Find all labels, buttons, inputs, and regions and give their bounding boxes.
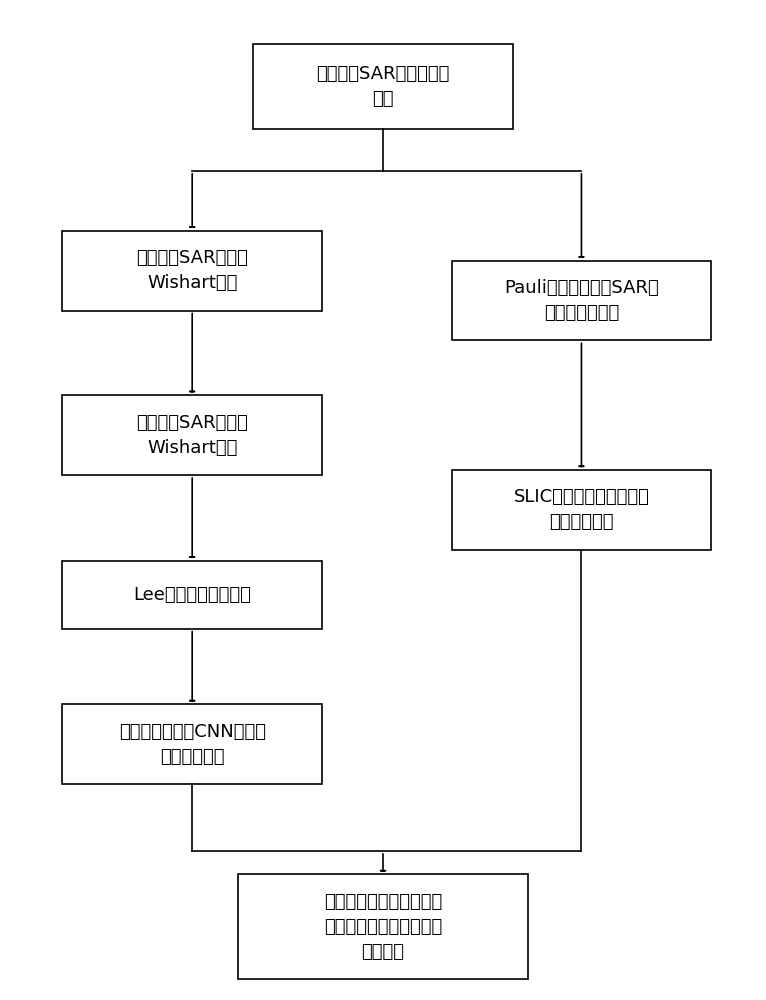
FancyBboxPatch shape: [63, 395, 322, 475]
FancyBboxPatch shape: [63, 561, 322, 629]
Text: 利用超像素分割结果约束
初步分类结果获得最后分
类结果图: 利用超像素分割结果约束 初步分类结果获得最后分 类结果图: [324, 893, 442, 961]
FancyBboxPatch shape: [63, 231, 322, 311]
FancyBboxPatch shape: [63, 704, 322, 784]
FancyBboxPatch shape: [452, 470, 711, 550]
FancyBboxPatch shape: [238, 874, 528, 979]
Text: 计算极化SAR图像的
Wishart距离: 计算极化SAR图像的 Wishart距离: [136, 249, 248, 292]
Text: Lee滤波合并后的数据: Lee滤波合并后的数据: [133, 586, 251, 604]
Text: Pauli分解获得极化SAR图
像的伪彩色图像: Pauli分解获得极化SAR图 像的伪彩色图像: [504, 279, 659, 322]
FancyBboxPatch shape: [452, 261, 711, 340]
Text: SLIC超像素分割获得超像
素分割结果图: SLIC超像素分割获得超像 素分割结果图: [513, 488, 650, 531]
Text: 输入到已改进的CNN获得初
步分类结果图: 输入到已改进的CNN获得初 步分类结果图: [119, 723, 266, 766]
FancyBboxPatch shape: [254, 44, 512, 129]
Text: 输入极化SAR图像的九维
数据: 输入极化SAR图像的九维 数据: [316, 65, 450, 108]
Text: 合并极化SAR数据和
Wishart距离: 合并极化SAR数据和 Wishart距离: [136, 414, 248, 457]
